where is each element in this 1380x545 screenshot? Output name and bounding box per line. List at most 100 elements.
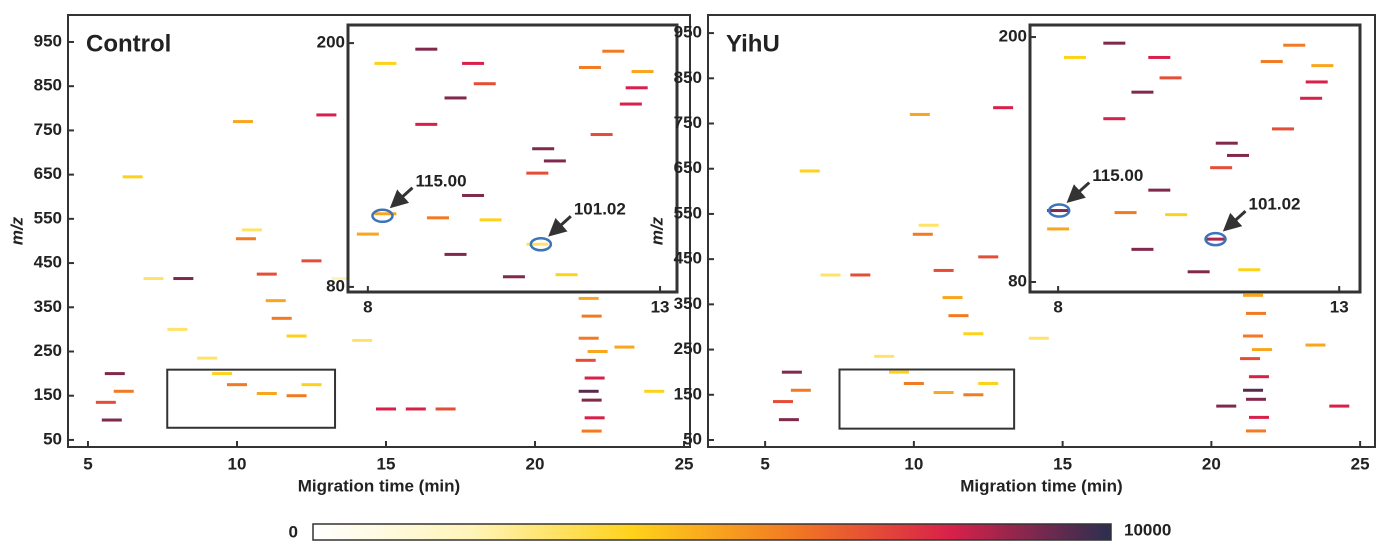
spot	[405, 407, 426, 411]
spot	[1245, 397, 1266, 401]
spot	[426, 216, 449, 220]
inset-y-tick-label: 80	[1008, 271, 1027, 290]
spot	[1187, 270, 1210, 274]
colorbar-max-label: 10000	[1124, 520, 1171, 539]
spot	[415, 122, 438, 126]
spot	[790, 388, 811, 392]
x-tick-label: 25	[675, 454, 694, 473]
y-tick-label: 350	[34, 297, 62, 316]
x-axis-label: Migration time (min)	[298, 476, 460, 495]
spot	[1131, 247, 1154, 251]
spot	[1216, 404, 1237, 408]
spot	[584, 416, 605, 420]
y-tick-label: 50	[43, 429, 62, 448]
x-tick-label: 5	[83, 454, 92, 473]
x-tick-label: 15	[377, 454, 396, 473]
spot	[241, 228, 262, 232]
spot	[1238, 268, 1261, 272]
spot	[942, 296, 963, 300]
spot	[963, 393, 984, 397]
x-tick-label: 25	[1351, 454, 1370, 473]
panel-title: Control	[86, 30, 171, 57]
spot	[1227, 153, 1250, 157]
spot	[331, 277, 352, 281]
spot	[912, 232, 933, 236]
spot	[444, 252, 467, 256]
colorbar	[312, 523, 1112, 541]
spot	[1311, 64, 1334, 68]
spot	[435, 407, 456, 411]
spot	[578, 336, 599, 340]
y-tick-label: 650	[674, 158, 702, 177]
y-axis-label: m/z	[647, 216, 666, 245]
spot	[1103, 41, 1126, 45]
spot	[933, 268, 954, 272]
spot	[95, 400, 116, 404]
annotation-label: 101.02	[1249, 195, 1301, 214]
spot	[235, 237, 256, 241]
spot	[978, 381, 999, 385]
y-tick-label: 950	[674, 23, 702, 42]
y-tick-label: 450	[674, 249, 702, 268]
y-tick-label: 550	[34, 208, 62, 227]
spot	[631, 70, 654, 74]
spot	[1245, 429, 1266, 433]
spot	[948, 314, 969, 318]
zoom-box	[838, 368, 1016, 430]
spot	[909, 112, 930, 116]
y-tick-label: 550	[674, 203, 702, 222]
spot	[781, 370, 802, 374]
inset-frame	[1028, 23, 1362, 294]
spot	[1248, 375, 1269, 379]
spot	[1063, 55, 1086, 59]
spot	[874, 354, 895, 358]
spot	[212, 372, 233, 376]
annotation-circle	[371, 208, 394, 224]
spot	[502, 275, 525, 279]
y-tick-label: 850	[34, 76, 62, 95]
inset-y-tick-label: 200	[317, 33, 345, 52]
annotation-circle	[529, 236, 553, 252]
spot	[197, 356, 218, 360]
spot	[1243, 388, 1264, 392]
y-tick-label: 250	[674, 339, 702, 358]
spot	[374, 212, 397, 216]
spot	[265, 299, 286, 303]
spot	[578, 296, 599, 300]
colorbar-min-label: 0	[289, 522, 298, 541]
spot	[1243, 334, 1264, 338]
spot	[374, 61, 397, 65]
annotation-label: 115.00	[1092, 166, 1143, 185]
spot	[644, 389, 665, 393]
inset-y-tick-label: 80	[326, 276, 345, 295]
spot	[1329, 404, 1350, 408]
annotation-arrow	[389, 186, 414, 209]
spot	[473, 82, 496, 86]
inset-area	[348, 25, 677, 292]
spot	[1159, 76, 1182, 80]
y-tick-label: 950	[34, 31, 62, 50]
spot	[1148, 55, 1171, 59]
spot	[113, 389, 134, 393]
spot	[1210, 166, 1233, 170]
spot	[578, 389, 599, 393]
y-tick-label: 750	[34, 120, 62, 139]
spot	[778, 418, 799, 422]
spot	[933, 391, 954, 395]
spot	[256, 391, 277, 395]
spot	[1283, 43, 1306, 47]
spot	[226, 383, 247, 387]
spot	[444, 96, 467, 100]
spot	[1047, 209, 1070, 213]
spot	[352, 338, 373, 342]
inset-x-tick-label: 13	[651, 297, 670, 316]
spot	[1103, 117, 1126, 121]
plot-frame	[707, 14, 1376, 448]
y-tick-label: 850	[674, 68, 702, 87]
spot	[1114, 211, 1137, 215]
annotation-circle	[1047, 203, 1071, 218]
spot	[799, 169, 820, 173]
spot	[963, 332, 984, 336]
spot	[122, 175, 143, 179]
